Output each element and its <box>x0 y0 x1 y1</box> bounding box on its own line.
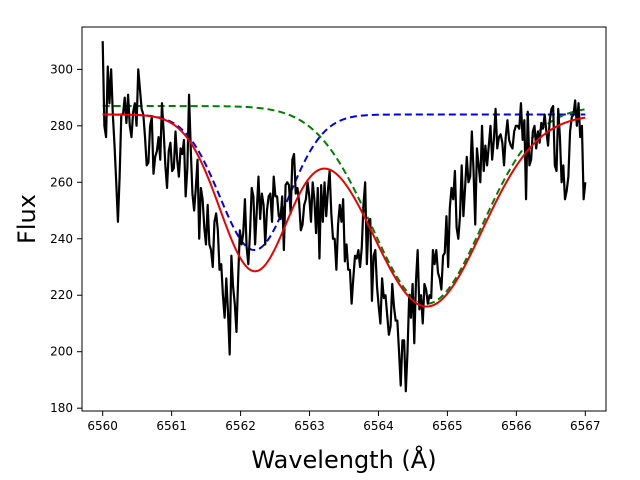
series-line-fit-component-1 <box>102 113 586 252</box>
x-tick-label: 6563 <box>294 419 325 433</box>
y-axis-ticks: 180 200 220 240 260 280 300 <box>50 62 82 415</box>
x-tick-label: 6564 <box>363 419 394 433</box>
y-tick-label: 260 <box>50 175 73 189</box>
x-tick-label: 6561 <box>156 419 187 433</box>
y-tick-label: 200 <box>50 345 73 359</box>
x-tick-label: 6560 <box>87 419 118 433</box>
y-tick-label: 180 <box>50 401 73 415</box>
y-tick-label: 300 <box>50 62 73 76</box>
y-tick-label: 240 <box>50 232 73 246</box>
x-tick-label: 6562 <box>225 419 256 433</box>
x-tick-label: 6566 <box>501 419 532 433</box>
series-line-observed <box>101 41 587 393</box>
series-line-fit-component-2 <box>102 105 586 305</box>
x-axis-label: Wavelength (Å) <box>251 445 436 474</box>
plot-area <box>101 41 587 393</box>
y-tick-label: 280 <box>50 119 73 133</box>
y-axis-label: Flux <box>13 194 41 244</box>
x-axis-ticks: 6560 6561 6562 6563 6564 6565 6566 6567 <box>87 411 601 433</box>
series-line-total-fit <box>102 113 586 308</box>
axes-frame <box>81 26 607 412</box>
y-tick-label: 220 <box>50 288 73 302</box>
x-tick-label: 6565 <box>432 419 463 433</box>
x-tick-label: 6567 <box>570 419 601 433</box>
